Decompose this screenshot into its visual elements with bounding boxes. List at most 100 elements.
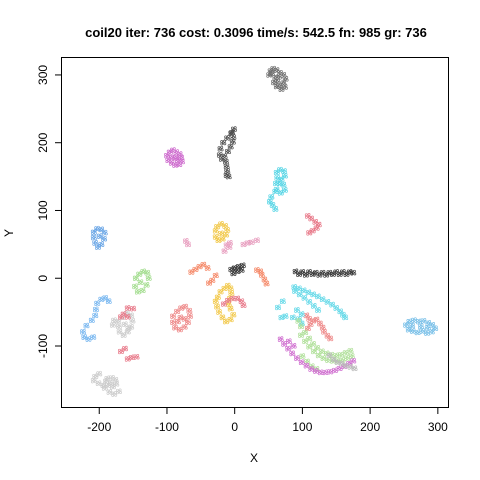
data-point xyxy=(320,355,327,361)
data-point xyxy=(174,318,181,325)
data-point xyxy=(226,240,233,246)
data-point xyxy=(312,219,319,225)
data-point xyxy=(306,229,313,236)
data-point xyxy=(143,282,150,288)
data-point xyxy=(226,244,233,250)
data-point xyxy=(323,271,330,278)
cluster-7 xyxy=(212,221,231,244)
data-point xyxy=(281,84,288,90)
data-point xyxy=(296,285,303,292)
data-point xyxy=(227,285,234,292)
data-point xyxy=(273,83,280,90)
data-points xyxy=(80,65,439,397)
y-tick-label: 0 xyxy=(36,275,50,282)
data-point xyxy=(214,223,221,230)
data-point xyxy=(181,324,188,330)
data-point xyxy=(307,321,314,328)
data-point xyxy=(273,169,280,176)
data-point xyxy=(289,314,296,321)
data-point xyxy=(109,322,116,328)
data-point xyxy=(116,328,123,335)
data-point xyxy=(103,378,110,384)
data-point xyxy=(136,271,143,277)
data-point xyxy=(298,332,305,338)
y-tick-label: 100 xyxy=(36,200,50,220)
cluster-15 xyxy=(80,294,112,342)
data-point xyxy=(200,261,207,268)
data-point xyxy=(409,322,416,329)
data-point xyxy=(96,370,103,377)
y-tick-label: 200 xyxy=(36,132,50,152)
data-point xyxy=(224,135,231,141)
data-point xyxy=(227,305,234,312)
cluster-24 xyxy=(403,317,439,336)
data-point xyxy=(234,295,241,302)
data-point xyxy=(214,303,221,310)
data-point xyxy=(222,318,229,325)
data-point xyxy=(217,288,224,295)
data-point xyxy=(272,74,279,81)
data-point xyxy=(350,357,357,364)
data-point xyxy=(298,311,305,317)
data-point xyxy=(122,345,129,352)
data-point xyxy=(310,348,317,355)
data-point xyxy=(229,139,236,145)
data-point xyxy=(272,188,279,195)
data-point xyxy=(209,277,216,284)
data-point xyxy=(277,189,284,196)
data-point xyxy=(405,326,412,333)
data-point xyxy=(192,266,199,273)
data-point xyxy=(310,291,317,298)
data-point xyxy=(109,374,116,381)
data-point xyxy=(285,345,292,352)
data-point xyxy=(220,139,227,146)
data-point xyxy=(90,229,97,235)
data-point xyxy=(347,347,354,354)
data-point xyxy=(230,311,237,318)
data-point xyxy=(220,301,227,307)
data-point xyxy=(316,271,323,278)
data-point xyxy=(224,227,231,233)
data-point xyxy=(317,320,324,327)
x-tick-label: 300 xyxy=(428,420,448,434)
data-point xyxy=(319,296,326,303)
data-point xyxy=(96,233,103,239)
data-point xyxy=(218,230,225,237)
data-point xyxy=(204,265,211,271)
data-point xyxy=(327,335,334,342)
data-point xyxy=(319,348,326,355)
data-point xyxy=(230,134,237,141)
data-point xyxy=(182,303,189,310)
data-point xyxy=(342,362,349,369)
data-point xyxy=(240,241,247,248)
data-point xyxy=(296,271,303,277)
cluster-18 xyxy=(90,370,122,397)
data-point xyxy=(174,308,181,315)
cluster-25 xyxy=(326,352,358,372)
data-point xyxy=(321,328,328,335)
data-point xyxy=(115,388,122,395)
data-point xyxy=(101,229,108,236)
data-point xyxy=(291,284,298,290)
data-point xyxy=(308,366,315,372)
cluster-5 xyxy=(304,212,322,236)
data-point xyxy=(254,237,261,244)
cluster-1 xyxy=(266,65,289,92)
data-point xyxy=(299,353,306,359)
data-point xyxy=(315,352,322,359)
data-point xyxy=(229,295,236,302)
data-point xyxy=(145,275,152,281)
data-point xyxy=(329,271,336,277)
data-point xyxy=(88,317,95,324)
cluster-4 xyxy=(266,166,288,212)
data-point xyxy=(342,314,349,321)
x-tick-label: 0 xyxy=(231,420,238,434)
y-tick-label: 300 xyxy=(36,65,50,85)
data-point xyxy=(289,350,296,357)
data-point xyxy=(174,157,181,164)
data-point xyxy=(338,360,345,367)
cluster-22 xyxy=(295,317,355,372)
data-point xyxy=(117,313,124,320)
